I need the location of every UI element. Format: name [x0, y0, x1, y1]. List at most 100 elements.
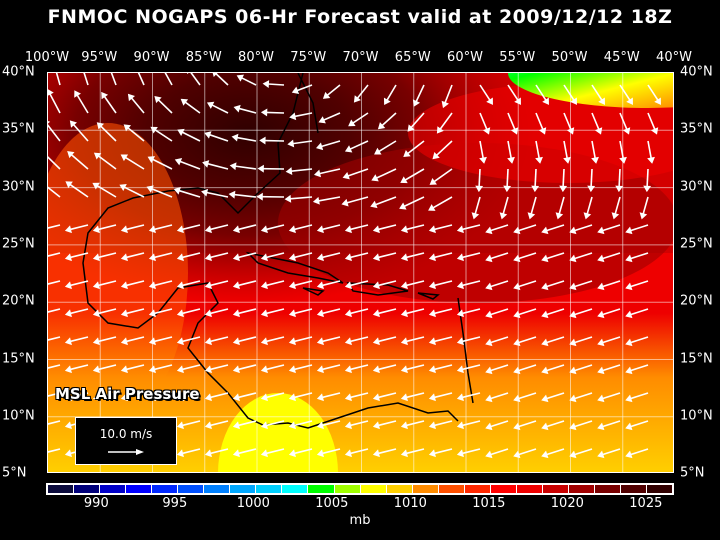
wind-arrowhead: [456, 253, 464, 262]
wind-arrow: [124, 156, 145, 170]
colorbar-swatch: [516, 485, 542, 493]
latitude-label: 15°N: [2, 351, 35, 366]
latitude-label: 5°N: [680, 465, 705, 481]
wind-arrow: [518, 336, 537, 344]
wind-arrow: [619, 84, 631, 101]
wind-arrow: [378, 448, 397, 455]
wind-arrowhead: [569, 422, 577, 431]
wind-arrow: [238, 308, 257, 315]
wind-arrowhead: [541, 394, 549, 403]
wind-arrowhead: [597, 282, 605, 291]
wind-arrow: [182, 448, 201, 455]
wind-arrowhead: [583, 212, 592, 220]
wind-arrow: [350, 336, 369, 343]
wind-arrowhead: [372, 337, 380, 346]
longitude-label: 80°W: [238, 50, 274, 65]
colorbar-swatch: [360, 485, 386, 493]
wind-arrow: [518, 392, 537, 400]
wind-arrowhead: [204, 309, 212, 318]
wind-arrowhead: [372, 253, 380, 262]
wind-arrowhead: [147, 156, 155, 164]
wind-arrow: [266, 224, 285, 231]
wind-arrow: [154, 280, 173, 287]
wind-arrowhead: [403, 150, 411, 158]
wind-arrowhead: [74, 90, 81, 98]
pressure-field: [48, 73, 673, 472]
wind-arrowhead: [148, 365, 156, 374]
wind-arrowhead: [212, 73, 218, 78]
wind-arrowhead: [176, 337, 184, 346]
wind-arrowhead: [316, 421, 324, 430]
latitude-label: 30°N: [2, 179, 35, 195]
wind-arrowhead: [64, 421, 72, 430]
wind-arrow: [462, 280, 481, 287]
wind-arrow: [630, 364, 649, 372]
wind-arrow: [98, 392, 117, 399]
wind-arrowhead: [650, 127, 659, 135]
wind-arrow: [474, 196, 481, 215]
wind-arrow: [630, 224, 649, 232]
wind-arrowhead: [399, 202, 407, 210]
wind-arrow: [70, 224, 89, 231]
wind-arrowhead: [146, 185, 154, 193]
wind-arrowhead: [260, 421, 268, 430]
wind-arrow: [490, 252, 509, 260]
wind-arrowhead: [597, 422, 605, 431]
wind-arrow: [48, 186, 61, 198]
wind-arrow: [591, 112, 600, 130]
wind-arrowhead: [260, 337, 268, 346]
wind-arrow: [406, 336, 425, 343]
wind-arrow: [48, 308, 61, 313]
wind-arrow: [490, 420, 509, 428]
wind-arrow: [381, 112, 397, 127]
wind-arrowhead: [232, 309, 240, 318]
wind-arrowhead: [287, 139, 295, 148]
wind-arrowhead: [485, 226, 493, 235]
wind-arrow: [182, 224, 201, 231]
map-title: FNMOC NOGAPS 06-Hr Forecast valid at 200…: [47, 6, 673, 28]
wind-arrow: [506, 168, 509, 187]
wind-arrowhead: [148, 337, 156, 346]
wind-arrow: [518, 280, 537, 288]
wind-arrow: [535, 140, 540, 159]
wind-arrowhead: [400, 253, 408, 262]
wind-arrowhead: [202, 160, 210, 168]
wind-arrowhead: [383, 97, 391, 106]
colorbar-swatch: [48, 485, 74, 493]
wind-arrowhead: [542, 97, 549, 105]
wind-arrow: [76, 94, 89, 114]
wind-arrow: [602, 336, 621, 344]
colorbar-tick-label: 1025: [629, 496, 663, 511]
wind-arrowhead: [485, 254, 493, 263]
wind-arrowhead: [513, 422, 521, 431]
wind-arrow: [48, 224, 61, 229]
wind-arrowhead: [598, 97, 605, 105]
wind-arrowhead: [625, 226, 633, 235]
wind-arrowhead: [92, 309, 100, 318]
wind-arrow: [322, 224, 341, 231]
wind-arrowhead: [485, 310, 493, 319]
wind-arrowhead: [64, 281, 72, 290]
wind-arrowhead: [154, 95, 162, 104]
wind-arrow: [478, 168, 481, 187]
wind-arrowhead: [485, 338, 493, 347]
wind-arrow: [479, 84, 491, 101]
longitude-label: 45°W: [603, 50, 640, 65]
colorbar-swatch: [568, 485, 594, 493]
longitude-label: 100°W: [24, 50, 70, 65]
wind-arrow: [546, 364, 565, 372]
colorbar-swatch: [621, 485, 647, 493]
wind-arrow: [406, 420, 425, 427]
colorbar-tick-label: 995: [162, 496, 188, 511]
longitude-label: 70°W: [342, 50, 379, 65]
wind-arrowhead: [514, 97, 521, 105]
wind-arrowhead: [372, 421, 380, 430]
wind-arrow: [507, 140, 512, 159]
wind-arrow: [479, 112, 488, 130]
wind-arrow: [518, 308, 537, 316]
wind-arrow: [294, 308, 313, 315]
wind-arrowhead: [65, 181, 73, 189]
wind-arrowhead: [541, 450, 549, 459]
wind-arrowhead: [499, 212, 508, 220]
wind-arrowhead: [353, 95, 361, 103]
